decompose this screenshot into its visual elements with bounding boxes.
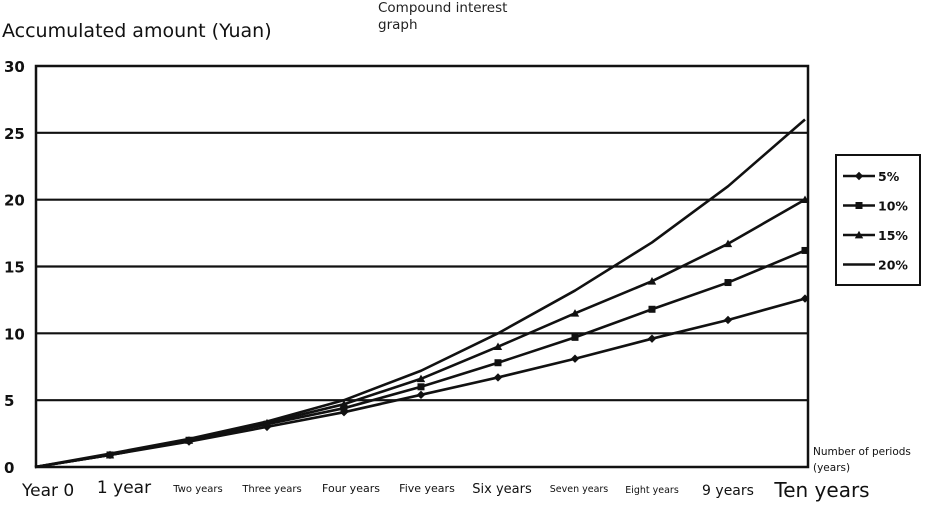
data-point bbox=[800, 195, 810, 204]
data-point bbox=[416, 374, 426, 383]
x-tick-label: 1 year bbox=[97, 478, 151, 498]
series-line bbox=[34, 118, 806, 469]
data-point bbox=[494, 359, 502, 367]
x-axis-label: Number of periods (years) bbox=[813, 444, 923, 476]
x-tick-label: Six years bbox=[472, 482, 532, 497]
x-tick-label: Eight years bbox=[625, 485, 679, 496]
data-point bbox=[647, 334, 657, 343]
x-tick-label: Three years bbox=[241, 484, 301, 495]
series-20% bbox=[34, 118, 806, 469]
data-point bbox=[647, 277, 657, 285]
plot-frame bbox=[34, 64, 810, 469]
y-tick-label: 30 bbox=[4, 58, 25, 76]
legend-marker bbox=[854, 230, 864, 239]
legend-item-5%: 5% bbox=[843, 169, 900, 184]
x-tick-label: Two years bbox=[172, 484, 222, 495]
data-point bbox=[800, 294, 810, 303]
x-tick-label: Ten years bbox=[773, 478, 869, 502]
series-10% bbox=[34, 246, 809, 469]
data-point bbox=[724, 279, 732, 287]
y-tick-label: 25 bbox=[4, 125, 25, 143]
legend-item-20%: 20% bbox=[843, 258, 908, 273]
legend-item-15%: 15% bbox=[843, 228, 908, 243]
x-tick-label: Year 0 bbox=[21, 481, 74, 501]
legend-label: 20% bbox=[878, 258, 908, 273]
data-point bbox=[493, 373, 503, 382]
y-axis-label: Accumulated amount (Yuan) bbox=[2, 20, 272, 42]
x-tick-label: Five years bbox=[399, 482, 455, 495]
y-tick-label: 20 bbox=[4, 192, 25, 210]
series-line bbox=[34, 249, 806, 469]
data-point bbox=[801, 246, 809, 254]
legend-label: 10% bbox=[878, 199, 908, 214]
chart-title: Compound interest graph bbox=[378, 0, 508, 33]
y-tick-label: 5 bbox=[4, 392, 14, 410]
series-15% bbox=[34, 195, 810, 469]
data-point bbox=[339, 399, 349, 408]
legend-marker bbox=[854, 171, 864, 181]
x-tick-labels: Year 0 1 year Two years Three years Four yea… bbox=[21, 478, 870, 502]
legend: 5% 10% 15% 20% bbox=[835, 154, 921, 286]
y-tick-label: 10 bbox=[4, 325, 25, 343]
x-tick-label: 9 years bbox=[702, 483, 754, 499]
legend-label: 15% bbox=[878, 228, 908, 243]
data-point bbox=[648, 305, 656, 313]
legend-marker bbox=[855, 202, 863, 209]
y-tick-labels: 0 5 10 15 20 25 30 bbox=[4, 58, 25, 477]
x-tick-label: Seven years bbox=[550, 484, 609, 495]
y-tick-label: 15 bbox=[4, 259, 25, 277]
x-tick-label: Four years bbox=[322, 482, 380, 495]
data-point bbox=[493, 342, 503, 351]
legend-item-10%: 10% bbox=[843, 199, 908, 214]
data-point bbox=[340, 404, 348, 412]
data-point bbox=[417, 383, 425, 391]
series-line bbox=[34, 297, 806, 469]
data-point bbox=[571, 333, 579, 341]
y-tick-label: 0 bbox=[4, 459, 14, 477]
data-point bbox=[723, 239, 733, 248]
data-point bbox=[416, 390, 426, 400]
data-point bbox=[570, 354, 580, 363]
data-point bbox=[723, 315, 733, 325]
legend-label: 5% bbox=[878, 169, 900, 184]
data-point bbox=[570, 309, 580, 317]
gridlines bbox=[36, 131, 808, 402]
series-lines bbox=[34, 118, 810, 469]
